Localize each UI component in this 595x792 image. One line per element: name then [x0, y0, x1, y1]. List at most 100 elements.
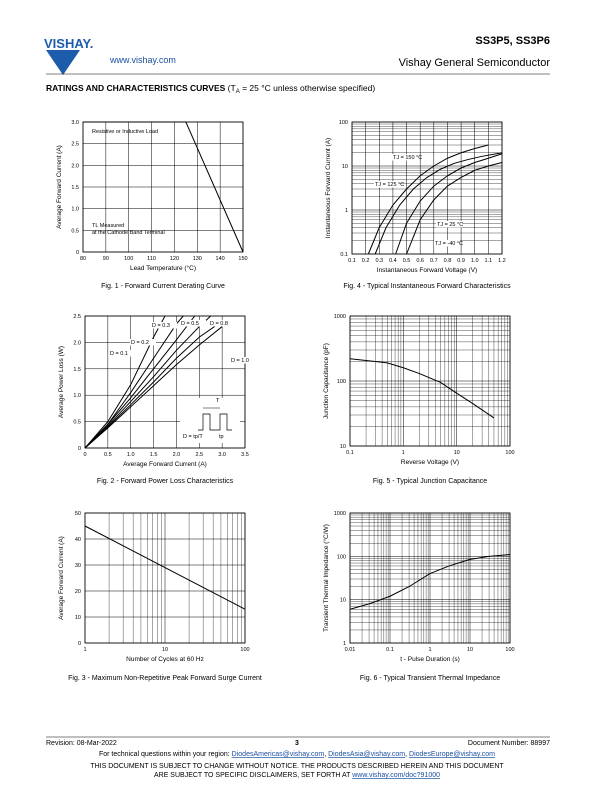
y-tick-label: 1.5 [71, 185, 79, 191]
y-tick-label: 0.1 [340, 252, 348, 258]
y-tick-label: 1000 [334, 511, 346, 517]
logo-mark [46, 50, 80, 75]
y-tick-label: 2.5 [73, 314, 81, 320]
plot-frame [349, 512, 511, 644]
x-tick-label: 10 [467, 647, 473, 653]
x-tick-label: 100 [124, 256, 133, 262]
data-line [84, 525, 246, 610]
curve-label: D = 0.1 [110, 351, 128, 357]
x-tick-label: 3.5 [241, 452, 249, 458]
curve-label-bg [180, 320, 206, 327]
x-tick-label: 130 [193, 256, 202, 262]
y-tick-label: 10 [342, 164, 348, 170]
email[interactable]: DiodesEurope@vishay.com [409, 751, 495, 758]
y-tick-label: 50 [75, 511, 81, 517]
y-axis-label: Average Forward Current (A) [58, 536, 65, 620]
disclaimer-line: ARE SUBJECT TO SPECIFIC DISCLAIMERS, SET… [154, 772, 440, 779]
annotation: T [216, 398, 220, 404]
charts: 80 90 100 110 120 130 140 15000.51.01.52.02.53.… [56, 120, 515, 682]
disclaimer-link[interactable]: www.vishay.com/doc?91000 [351, 772, 440, 779]
y-tick-label: 10 [75, 615, 81, 621]
x-tick-label: 120 [170, 256, 179, 262]
y-axis-label: Average Forward Current (A) [56, 145, 63, 229]
x-axis-label: Reverse Voltage (V) [401, 459, 459, 466]
x-tick-label: 0.6 [416, 258, 424, 264]
page-number: 3 [295, 740, 299, 747]
y-axis-label: Transient Thermal Impedance (°C/W) [322, 524, 330, 632]
figure-caption: Fig. 4 - Typical Instantaneous Forward C… [343, 283, 511, 290]
curve-label: TJ = 125 °C [375, 182, 404, 188]
x-tick-label: 1 [83, 647, 86, 653]
x-tick-label: 80 [80, 256, 86, 262]
x-tick-label: 2.5 [195, 452, 203, 458]
y-tick-label: 100 [337, 379, 346, 385]
y-tick-label: 0 [78, 641, 81, 647]
inset-waveform [198, 413, 232, 431]
x-tick-label: 100 [505, 647, 514, 653]
figure-caption: Fig. 2 - Forward Power Loss Characterist… [97, 478, 234, 485]
data-line [367, 144, 489, 255]
y-tick-label: 1000 [334, 314, 346, 320]
y-tick-label: 1.0 [71, 207, 79, 213]
data-line [349, 358, 495, 419]
section-note: = 25 °C unless otherwise specified) [240, 83, 376, 93]
y-tick-label: 1.5 [73, 367, 81, 373]
x-tick-label: 0.1 [386, 647, 394, 653]
curve-label-bg [109, 350, 135, 357]
plot-frame [351, 121, 503, 255]
x-tick-label: 150 [238, 256, 247, 262]
x-tick-label: 100 [505, 450, 514, 456]
data-line [84, 326, 223, 449]
y-tick-label: 2.0 [73, 340, 81, 346]
x-tick-label: 0.5 [104, 452, 112, 458]
curve-label-bg [374, 181, 400, 188]
x-tick-label: 0.2 [362, 258, 370, 264]
x-tick-label: 0 [83, 452, 86, 458]
curve-label-bg [436, 221, 462, 228]
annotation: tp [219, 434, 224, 440]
y-tick-label: 3.0 [71, 120, 79, 126]
y-tick-label: 1.0 [73, 393, 81, 399]
y-axis-label: Junction Capacitance (pF) [323, 343, 330, 419]
x-tick-label: 1.1 [485, 258, 493, 264]
annotation: D = tp/T [183, 434, 203, 440]
x-axis-label: Average Forward Current (A) [123, 461, 207, 468]
curve-label-bg [130, 339, 156, 346]
curve-label: D = 0.5 [181, 321, 199, 327]
annotation: TL Measured [92, 223, 124, 229]
data-line [395, 153, 503, 255]
email[interactable]: DiodesAmericas@vishay.com [232, 751, 325, 758]
x-tick-label: 90 [103, 256, 109, 262]
part-number: SS3P5, SS3P6 [475, 35, 550, 47]
x-tick-label: 0.01 [345, 647, 356, 653]
x-tick-label: 0.3 [375, 258, 383, 264]
section-note: (T [225, 83, 235, 93]
y-tick-label: 100 [339, 120, 348, 126]
curve-label: D = 0.3 [152, 323, 170, 329]
x-tick-label: 1 [428, 647, 431, 653]
figure-caption: Fig. 5 - Typical Junction Capacitance [373, 478, 487, 485]
figure-caption: Fig. 1 - Forward Current Derating Curve [101, 283, 225, 290]
y-tick-label: 40 [75, 537, 81, 543]
disclaimer: THIS DOCUMENT IS SUBJECT TO CHANGE WITHO… [90, 763, 504, 770]
annotation: at the Cathode Band Terminal [92, 230, 165, 236]
x-tick-label: 1.2 [498, 258, 506, 264]
y-tick-label: 0.5 [73, 420, 81, 426]
y-axis-label: Average Power Loss (W) [58, 346, 65, 418]
url[interactable]: www.vishay.com [109, 55, 176, 65]
x-tick-label: 0.5 [403, 258, 411, 264]
figure-caption: Fig. 6 - Typical Transient Thermal Imped… [360, 675, 500, 682]
company: Vishay General Semiconductor [399, 57, 551, 69]
x-tick-label: 3.0 [218, 452, 226, 458]
section-note-sub: A [236, 89, 240, 95]
y-tick-label: 2.0 [71, 163, 79, 169]
curve-label: TJ = 25 °C [437, 222, 463, 228]
plot-frame [349, 315, 511, 447]
y-tick-label: 0 [76, 250, 79, 256]
email[interactable]: DiodesAsia@vishay.com [328, 751, 405, 758]
plot-area [352, 122, 502, 254]
separator: , [324, 751, 328, 758]
figure-caption: Fig. 3 - Maximum Non-Repetitive Peak For… [68, 675, 262, 682]
y-tick-label: 1 [343, 641, 346, 647]
